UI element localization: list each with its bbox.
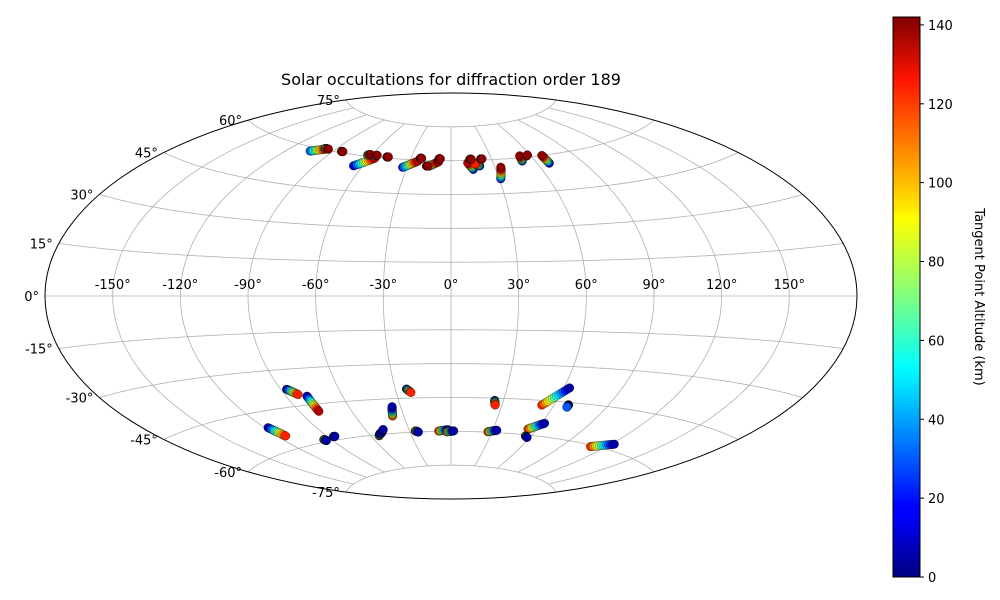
lon-tick-label: -120° <box>162 278 198 293</box>
data-points <box>263 143 619 452</box>
lat-tick-label: 75° <box>317 94 340 109</box>
grid-parallel <box>58 243 844 263</box>
colorbar-tick-label: 40 <box>928 413 945 428</box>
grid-parallel <box>163 152 739 195</box>
data-point <box>522 432 532 442</box>
data-point <box>466 154 476 164</box>
data-point <box>492 425 502 435</box>
data-point <box>449 426 459 436</box>
lat-tick-label: 60° <box>219 114 242 129</box>
colorbar-label: Tangent Point Altitude (km) <box>971 207 986 385</box>
data-point <box>387 402 397 412</box>
data-point <box>330 431 340 441</box>
data-point <box>323 144 333 154</box>
data-point <box>565 383 575 393</box>
data-point <box>477 154 487 164</box>
lon-tick-label: 0° <box>444 278 459 293</box>
colorbar-tick-label: 20 <box>928 492 945 507</box>
lon-tick-label: 90° <box>642 278 665 293</box>
lat-tick-label: -75° <box>312 486 340 501</box>
lon-tick-label: 60° <box>575 278 598 293</box>
data-point <box>322 436 331 445</box>
colorbar-ticks: 0 20 40 60 80 100 120 140 <box>920 19 953 586</box>
lon-tick-label: 30° <box>507 278 530 293</box>
grid-parallel <box>163 397 739 440</box>
data-point <box>314 406 324 416</box>
lat-tick-label: 30° <box>70 189 93 204</box>
data-point <box>281 431 291 441</box>
grid-parallel <box>99 363 803 398</box>
colorbar <box>892 16 921 578</box>
data-point <box>435 154 445 164</box>
lat-tick-labels: 75° 60° 45° 30° 15° 0° -15° -30° -45° -60° -75° <box>24 94 340 501</box>
data-point <box>372 150 382 160</box>
data-point <box>490 400 500 410</box>
data-point <box>338 147 348 157</box>
lon-tick-label: 120° <box>706 278 737 293</box>
lat-tick-label: -30° <box>66 392 94 407</box>
grid-parallel <box>99 194 803 229</box>
data-point <box>537 150 547 160</box>
lat-tick-label: -45° <box>130 434 158 449</box>
data-point <box>540 418 550 428</box>
lon-tick-label: -30° <box>369 278 397 293</box>
data-point <box>406 387 416 397</box>
lat-tick-label: 45° <box>135 147 158 162</box>
data-point <box>562 402 572 412</box>
lon-tick-labels: -150° -120° -90° -60° -30° 0° 30° 60° 90° 120° 150… <box>95 278 805 293</box>
data-point <box>413 427 423 437</box>
lat-tick-label: -15° <box>25 343 53 358</box>
chart-title: Solar occultations for diffraction order… <box>281 70 621 89</box>
lon-tick-label: -60° <box>302 278 330 293</box>
colorbar-tick-label: 140 <box>928 19 953 34</box>
grid-parallel <box>247 119 655 162</box>
data-point <box>383 152 393 162</box>
data-point <box>378 425 388 434</box>
data-point <box>293 390 303 399</box>
data-point <box>496 162 506 172</box>
data-point <box>609 439 619 449</box>
colorbar-tick-label: 100 <box>928 177 953 192</box>
lon-tick-label: 150° <box>774 278 805 293</box>
data-point <box>417 153 427 163</box>
colorbar-tick-label: 80 <box>928 256 945 271</box>
map-outline <box>44 92 858 500</box>
lat-tick-label: -60° <box>214 466 242 481</box>
colorbar-tick-label: 0 <box>928 571 936 586</box>
colorbar-tick-label: 60 <box>928 334 945 349</box>
grid-parallel <box>345 99 557 128</box>
grid-parallel <box>345 464 557 493</box>
data-point <box>522 150 532 160</box>
grid-parallel <box>58 329 844 349</box>
data-point <box>423 161 433 171</box>
colorbar-tick-label: 120 <box>928 98 953 113</box>
lon-tick-label: -90° <box>234 278 262 293</box>
lon-tick-label: -150° <box>95 278 131 293</box>
lat-tick-label: 15° <box>30 238 53 253</box>
lat-tick-label: 0° <box>24 290 39 305</box>
